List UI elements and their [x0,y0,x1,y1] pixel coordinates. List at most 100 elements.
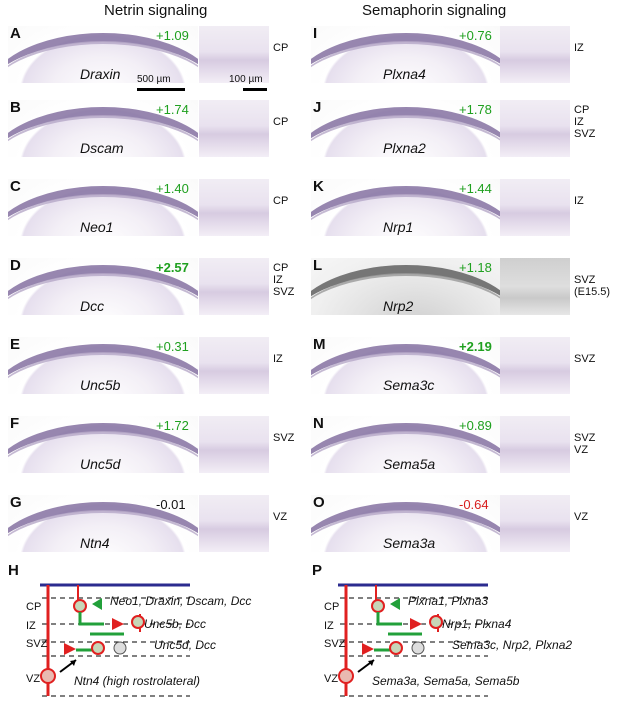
cortex-stain-band-inner [311,40,501,83]
diagram-gene-label: Unc5b, Dcc [144,617,207,631]
expression-score: +2.19 [459,339,492,354]
zoom-image-i [500,26,570,83]
cortex-stain-band-inner [8,351,198,394]
panel-letter: A [10,25,21,42]
expression-score: +1.74 [156,102,189,117]
expression-score: -0.01 [156,497,186,512]
cortex-stain-band-inner [8,430,198,473]
zone-label: IZ [574,195,584,207]
panel-letter: D [10,257,21,274]
diagram-gene-label: Plxna1, Plxna3 [408,594,489,608]
diagram-h [40,583,190,697]
neuron-cp-p [371,599,385,613]
zone-svz: SVZ [324,638,346,650]
zone-iz: IZ [324,620,334,632]
section-image-d [8,258,198,315]
cortex-stain-band [8,185,198,236]
zone-label: VZ [574,511,589,523]
red-arrow-svz-h [64,643,76,655]
scalebar-small-label: 100 µm [229,74,263,85]
panel-letter: M [313,336,326,353]
expression-score: +1.18 [459,260,492,275]
zone-label: IZ [574,42,584,54]
gene-label: Unc5b [80,377,121,393]
neuron-cp-h [73,599,87,613]
zone-label: IZ [273,353,283,365]
cortex-stain-band [311,343,501,394]
zone-cp: CP [324,601,340,613]
zoom-image-j [500,100,570,157]
zone-label: SVZ [273,432,295,444]
rg-soma-p [338,668,354,684]
zone-label: CP IZ SVZ [574,104,596,140]
section-image-l [311,258,501,315]
panel-letter-p: P [312,562,323,579]
section-image-k [311,179,501,236]
gene-label: Nrp2 [383,298,414,314]
section-image-i [311,26,501,83]
scalebar-large [137,88,185,91]
panel-letter: C [10,178,21,195]
zone-vz: VZ [26,673,41,685]
rg-soma-h [40,668,56,684]
zoom-image-b [199,100,269,157]
diagram-gene-label: Unc5d, Dcc [154,638,217,652]
expression-score: +0.89 [459,418,492,433]
zoom-image-a [199,26,269,83]
neuron-iz-p [429,615,443,629]
gene-label: Sema5a [383,456,436,472]
expression-score: +1.09 [156,28,189,43]
panel-letter: J [313,99,322,116]
neuron-svz-h [91,641,105,655]
panel-letter-h: H [8,562,19,579]
diagram-gene-label: Ntn4 (high rostrolateral) [74,674,201,688]
section-image-o [311,495,501,552]
gene-label: Ntn4 [80,535,110,551]
zone-label: CP IZ SVZ [273,262,295,298]
semaphorin-header: Semaphorin signaling [362,2,507,19]
panel-letter: E [10,336,21,353]
gene-label: Unc5d [80,456,121,472]
zoom-image-m [500,337,570,394]
section-image-f [8,416,198,473]
zone-vz: VZ [324,673,339,685]
expression-score: +1.78 [459,102,492,117]
neuron-svz-p [389,641,403,655]
panel-letter: F [10,415,20,432]
cortex-stain-band-inner [311,272,501,315]
cortex-stain-band [311,501,501,552]
diagram-gene-label: Nrp1, Plxna4 [442,617,512,631]
cortex-stain-band-inner [8,114,198,157]
panel-letter: K [313,178,324,195]
section-image-n [311,416,501,473]
cortex-stain-band-inner [311,430,501,473]
zoom-image-g [199,495,269,552]
netrin-header: Netrin signaling [104,2,208,19]
gene-label: Dscam [80,140,124,156]
zone-label: CP [273,42,289,54]
section-image-m [311,337,501,394]
zoom-image-d [199,258,269,315]
expression-score: +1.72 [156,418,189,433]
neuron-iz-h [131,615,145,629]
cortex-stain-band [8,106,198,157]
zone-cp: CP [26,601,42,613]
cortex-stain-band [311,185,501,236]
zone-label: SVZ VZ [574,432,596,456]
panel-letter: L [313,257,323,274]
cortex-stain-band-inner [311,351,501,394]
zoom-image-c [199,179,269,236]
gene-label: Sema3a [383,535,436,551]
cortex-stain-band-inner [8,193,198,236]
zone-label: CP [273,116,289,128]
zone-label: SVZ [574,353,596,365]
diagram-gene-label: Sema3c, Nrp2, Plxna2 [452,638,573,652]
diagram-gene-label: Neo1, Draxin, Dscam, Dcc [110,594,252,608]
section-image-c [8,179,198,236]
gene-label: Dcc [80,298,105,314]
zone-label: VZ [273,511,288,523]
zone-svz: SVZ [26,638,48,650]
zoom-image-l [500,258,570,315]
expression-score: +2.57 [156,260,189,275]
diagram-gene-label: Sema3a, Sema5a, Sema5b [372,674,520,688]
